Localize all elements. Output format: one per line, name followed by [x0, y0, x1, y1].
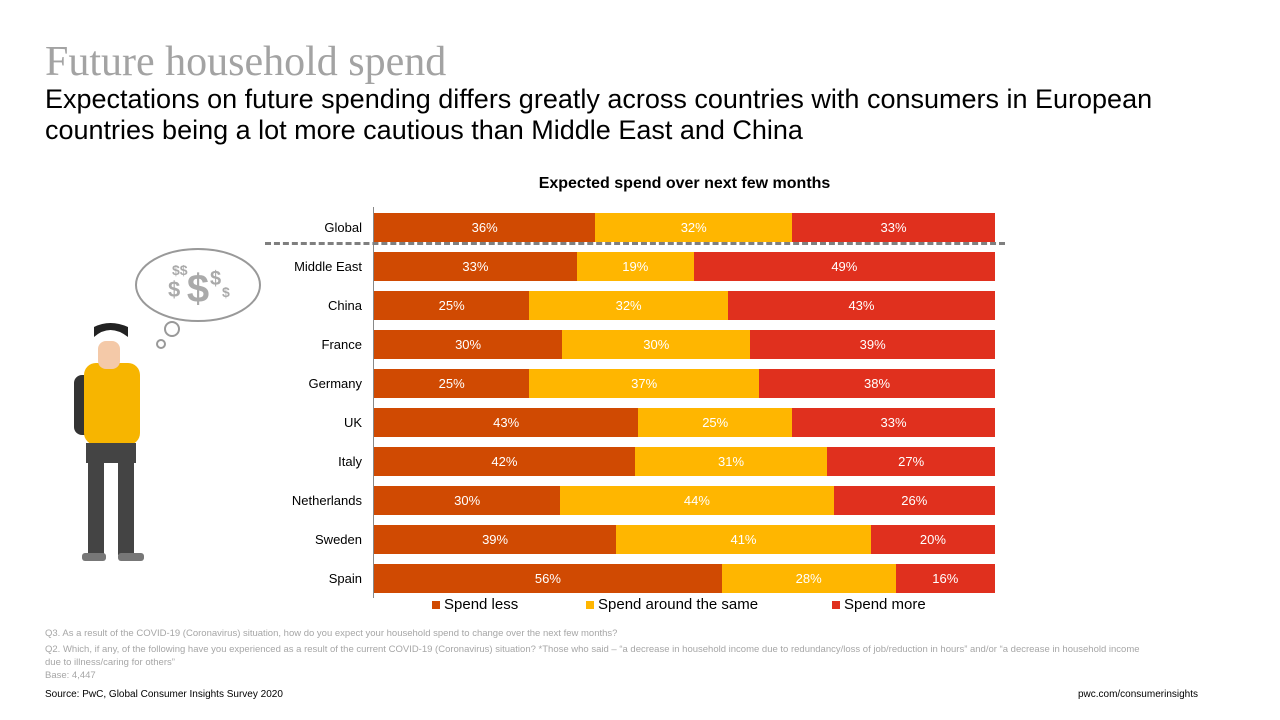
- category-label: Sweden: [315, 532, 362, 547]
- legend-spend-same: Spend around the same: [586, 596, 758, 613]
- legend-swatch: [586, 600, 594, 609]
- bar-segment: 25%: [374, 291, 530, 320]
- legend-swatch: [832, 600, 840, 609]
- svg-text:$: $: [222, 284, 230, 300]
- legend-swatch: [432, 600, 440, 609]
- thought-bubble-icon: $ $ $ $ $$: [135, 248, 261, 349]
- category-label: France: [321, 337, 362, 352]
- page-title: Future household spend: [45, 39, 447, 85]
- legend-spend-more: Spend more: [832, 596, 926, 613]
- legend-label: Spend less: [444, 596, 519, 613]
- footnote-q3: Q3. As a result of the COVID-19 (Coronav…: [45, 628, 618, 639]
- category-label: UK: [343, 415, 362, 430]
- bar-segment: 30%: [562, 330, 751, 359]
- category-label: Middle East: [294, 259, 362, 274]
- category-label: Netherlands: [291, 493, 362, 508]
- bar-segment: 27%: [827, 447, 995, 476]
- page-subtitle: Expectations on future spending differs …: [45, 84, 1153, 145]
- global-divider-line: [265, 242, 1005, 245]
- svg-text:$: $: [187, 267, 209, 311]
- bar-segment: 25%: [638, 408, 793, 437]
- bar-segment: 56%: [374, 564, 722, 593]
- bar-segment: 26%: [833, 486, 995, 515]
- bar-segment: 30%: [374, 330, 563, 359]
- bar-segment: 28%: [721, 564, 896, 593]
- bar-segment: 33%: [792, 408, 995, 437]
- bar-segment: 31%: [634, 447, 828, 476]
- svg-text:$$: $$: [172, 262, 188, 278]
- person-thinking-illustration: $ $ $ $ $$: [74, 248, 261, 561]
- bar-segment: 49%: [693, 252, 995, 281]
- bar-segment: 38%: [759, 369, 995, 398]
- bar-segment: 33%: [374, 252, 577, 281]
- legend-spend-less: Spend less: [432, 596, 518, 613]
- bar-segment: 43%: [727, 291, 995, 320]
- bar-segment: 32%: [529, 291, 728, 320]
- footnote-q2: Q2. Which, if any, of the following have…: [45, 644, 1140, 668]
- category-label: Italy: [338, 454, 362, 469]
- bar-segment: 19%: [576, 252, 694, 281]
- bar-segment: 32%: [595, 213, 793, 242]
- bar-segment: 16%: [895, 564, 995, 593]
- bar-segment: 39%: [374, 525, 617, 554]
- bar-segment: 20%: [870, 525, 995, 554]
- legend-label: Spend around the same: [598, 596, 759, 613]
- bar-segment: 33%: [792, 213, 995, 242]
- category-axis: [373, 207, 374, 598]
- category-label: Spain: [328, 571, 362, 586]
- bar-segment: 41%: [616, 525, 871, 554]
- bar-segment: 43%: [374, 408, 639, 437]
- website-link[interactable]: pwc.com/consumerinsights: [1077, 689, 1198, 700]
- bar-segment: 42%: [374, 447, 635, 476]
- category-label: China: [328, 298, 362, 313]
- bar-segment: 30%: [374, 486, 561, 515]
- category-label: Germany: [308, 376, 362, 391]
- chart-title: Expected spend over next few months: [538, 175, 831, 192]
- bar-segment: 37%: [529, 369, 760, 398]
- bar-segment: 44%: [560, 486, 834, 515]
- person-icon: [74, 323, 144, 561]
- footnote-base: Base: 4,447: [45, 670, 96, 681]
- bar-segment: 25%: [374, 369, 530, 398]
- svg-text:$: $: [210, 268, 221, 290]
- category-label: Global: [324, 220, 362, 235]
- legend-label: Spend more: [844, 596, 926, 613]
- source-text: Source: PwC, Global Consumer Insights Su…: [45, 689, 283, 700]
- svg-text:$: $: [168, 277, 180, 302]
- bar-segment: 36%: [374, 213, 596, 242]
- bar-segment: 39%: [750, 330, 995, 359]
